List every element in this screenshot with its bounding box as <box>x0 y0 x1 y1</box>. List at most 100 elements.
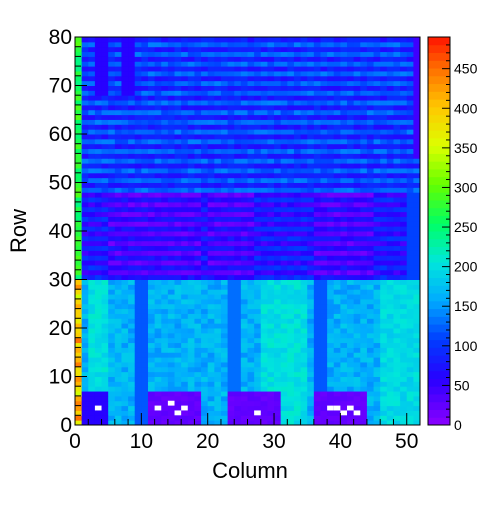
heatmap-cell <box>240 318 248 324</box>
heatmap-cell <box>373 366 381 373</box>
heatmap-cell <box>81 211 89 217</box>
heatmap-cell <box>287 51 295 57</box>
heatmap-cell <box>340 357 348 363</box>
y-tick-label: 0 <box>60 414 72 437</box>
heatmap-cell <box>108 143 116 150</box>
heatmap-cell <box>386 138 394 145</box>
heatmap-cell <box>287 61 295 67</box>
heatmap-cell <box>400 361 408 368</box>
heatmap-cell <box>333 328 341 334</box>
heatmap-cell <box>88 109 96 116</box>
heatmap-cell <box>194 231 202 237</box>
heatmap-cell <box>366 197 375 203</box>
heatmap-cell <box>320 313 328 319</box>
heatmap-cell <box>393 100 401 106</box>
heatmap-cell <box>134 167 142 174</box>
heatmap-cell <box>161 386 169 392</box>
heatmap-cell <box>108 172 116 179</box>
heatmap-cell <box>300 245 308 251</box>
heatmap-cell <box>353 298 361 305</box>
heatmap-cell <box>413 124 421 130</box>
heatmap-cell <box>114 119 122 125</box>
heatmap-cell <box>366 279 375 285</box>
heatmap-cell <box>280 342 288 348</box>
heatmap-cell <box>220 289 229 295</box>
heatmap-cell <box>88 250 96 256</box>
heatmap-cell <box>194 361 202 368</box>
heatmap-cell <box>366 153 375 159</box>
heatmap-cell <box>214 51 222 57</box>
heatmap-cell <box>340 274 348 280</box>
heatmap-cell <box>393 328 401 334</box>
colorbar-segment <box>428 254 450 263</box>
heatmap-cell <box>220 284 229 290</box>
heatmap-cell <box>154 216 162 222</box>
heatmap-cell <box>260 56 268 62</box>
heatmap-cell <box>128 366 136 373</box>
heatmap-cell <box>201 308 209 314</box>
heatmap-cell <box>128 308 136 314</box>
heatmap-cell <box>201 376 209 382</box>
heatmap-cell <box>181 381 189 387</box>
heatmap-cell <box>333 37 341 43</box>
heatmap-cell <box>386 206 394 213</box>
heatmap-cell <box>267 85 275 91</box>
heatmap-cell <box>287 371 295 377</box>
heatmap-cell <box>293 100 302 106</box>
heatmap-cell <box>327 410 335 416</box>
heatmap-cell <box>174 328 182 334</box>
heatmap-cell <box>393 201 401 208</box>
heatmap-cell <box>267 172 275 179</box>
heatmap-cell <box>373 56 381 62</box>
heatmap-cell <box>280 167 288 174</box>
heatmap-cell <box>400 95 408 101</box>
heatmap-cell <box>167 95 176 101</box>
heatmap-cell <box>307 226 315 232</box>
heatmap-cell <box>313 332 321 339</box>
heatmap-cell <box>313 163 321 169</box>
heatmap-cell <box>81 231 89 237</box>
heatmap-cell <box>94 400 103 407</box>
heatmap-cell <box>134 41 142 48</box>
heatmap-cell <box>260 303 268 310</box>
heatmap-cell <box>340 245 348 251</box>
heatmap-cell <box>81 109 89 116</box>
heatmap-cell <box>293 124 302 130</box>
heatmap-cell <box>207 124 215 130</box>
heatmap-cell <box>274 274 282 280</box>
heatmap-cell <box>400 318 408 324</box>
heatmap-cell <box>313 66 321 72</box>
heatmap-cell <box>293 279 302 285</box>
heatmap-cell <box>293 70 302 77</box>
heatmap-cell <box>81 134 89 140</box>
heatmap-cell <box>108 420 116 426</box>
heatmap-cell <box>274 371 282 377</box>
heatmap-cell <box>386 405 394 411</box>
heatmap-cell <box>94 347 103 353</box>
heatmap-cell <box>353 129 361 135</box>
heatmap-cell <box>214 201 222 208</box>
heatmap-cell <box>194 264 202 271</box>
heatmap-cell <box>227 303 235 310</box>
heatmap-cell <box>174 61 182 67</box>
heatmap-cell <box>128 269 136 276</box>
heatmap-cell <box>75 231 83 237</box>
heatmap-cell <box>373 46 381 53</box>
heatmap-cell <box>340 129 348 135</box>
heatmap-cell <box>413 366 421 373</box>
heatmap-cell <box>247 366 255 373</box>
heatmap-cell <box>386 211 394 217</box>
heatmap-cell <box>181 109 189 116</box>
heatmap-cell <box>380 51 388 57</box>
heatmap-cell <box>400 66 408 72</box>
heatmap-cell <box>413 260 421 266</box>
heatmap-cell <box>201 114 209 120</box>
heatmap-cell <box>207 206 215 213</box>
heatmap-cell <box>307 216 315 222</box>
heatmap-cell <box>360 269 368 276</box>
heatmap-cell <box>380 420 388 426</box>
heatmap-cell <box>380 172 388 179</box>
heatmap-cell <box>161 216 169 222</box>
heatmap-cell <box>220 75 229 82</box>
heatmap-cell <box>254 109 262 116</box>
